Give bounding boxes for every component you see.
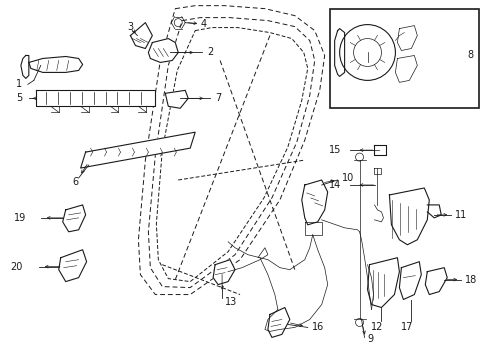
Text: 12: 12 (371, 323, 384, 332)
Polygon shape (390, 188, 429, 245)
Text: 20: 20 (10, 262, 23, 272)
Polygon shape (368, 258, 399, 307)
Text: 4: 4 (200, 19, 206, 28)
Polygon shape (397, 26, 417, 50)
Text: 7: 7 (215, 93, 221, 103)
Text: 6: 6 (73, 177, 79, 187)
Text: 1: 1 (16, 79, 22, 89)
Text: 13: 13 (225, 297, 237, 306)
Text: 14: 14 (329, 180, 342, 190)
Text: 10: 10 (342, 173, 354, 183)
Text: 16: 16 (312, 323, 324, 332)
Text: 3: 3 (127, 22, 133, 32)
Polygon shape (59, 250, 87, 282)
Polygon shape (63, 205, 86, 232)
Polygon shape (29, 57, 83, 72)
Polygon shape (395, 55, 417, 82)
Polygon shape (130, 23, 152, 49)
Text: 11: 11 (455, 210, 467, 220)
Polygon shape (81, 132, 195, 168)
Text: 19: 19 (14, 213, 26, 223)
Text: 8: 8 (467, 50, 473, 60)
Polygon shape (425, 268, 447, 294)
Bar (330, 9, 479, 108)
Polygon shape (427, 205, 441, 218)
Polygon shape (165, 90, 188, 108)
Text: 5: 5 (17, 93, 23, 103)
Text: 2: 2 (207, 48, 214, 58)
Text: 15: 15 (329, 145, 342, 155)
Polygon shape (399, 262, 421, 300)
Polygon shape (302, 180, 328, 225)
Text: 18: 18 (465, 275, 477, 285)
Text: 9: 9 (368, 334, 374, 345)
Polygon shape (213, 260, 235, 285)
Text: 17: 17 (401, 323, 414, 332)
Polygon shape (268, 307, 290, 337)
Polygon shape (36, 90, 155, 106)
Polygon shape (148, 39, 178, 62)
